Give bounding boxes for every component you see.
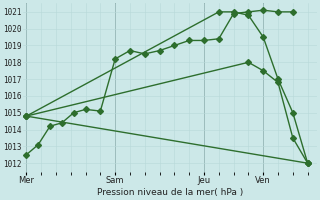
X-axis label: Pression niveau de la mer( hPa ): Pression niveau de la mer( hPa ): [97, 188, 243, 197]
